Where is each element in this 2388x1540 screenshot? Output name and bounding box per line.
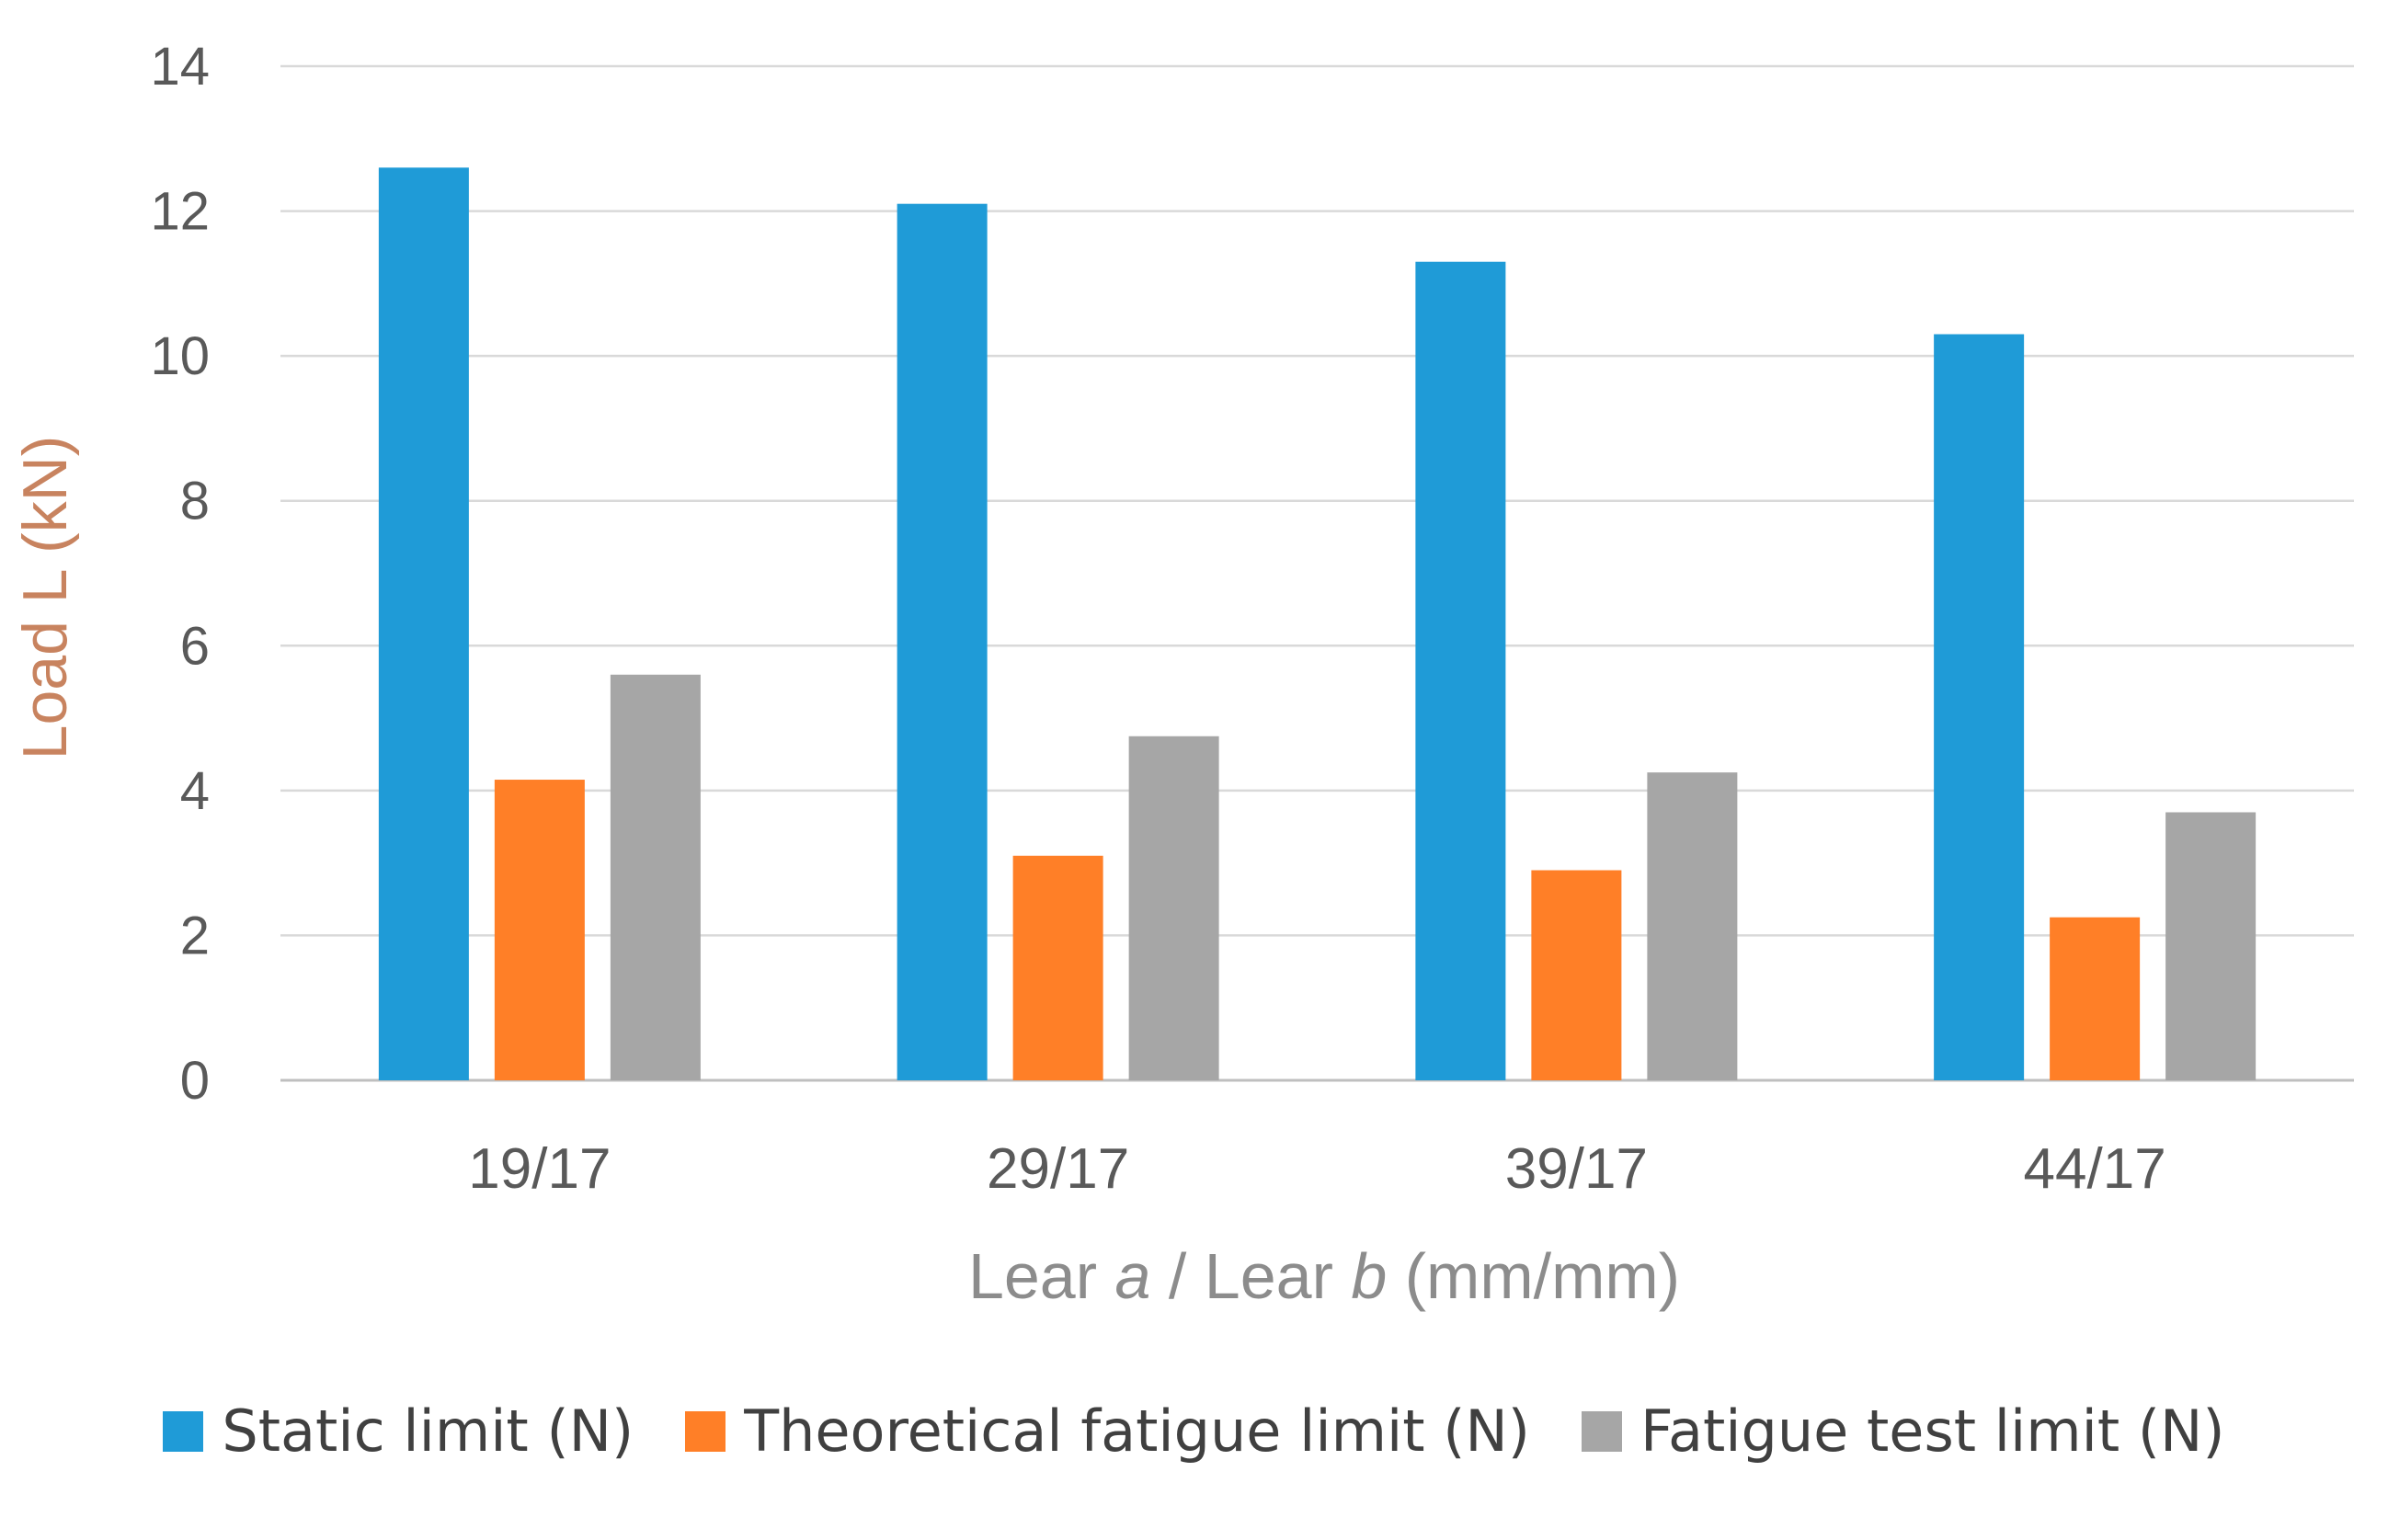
legend-label-static: Static limit (N) <box>222 1397 634 1465</box>
bar-19-17-series-2 <box>610 674 701 1080</box>
legend-item-theoretical: Theoretical fatigue limit (N) <box>685 1397 1530 1465</box>
bar-19-17-series-1 <box>494 780 585 1080</box>
legend-swatch-fatigue-test <box>1582 1410 1622 1452</box>
bar-29-17-series-1 <box>1012 855 1103 1080</box>
gridlines <box>280 64 2354 1082</box>
bar-39-17-series-2 <box>1647 772 1738 1080</box>
bar-44-17-series-0 <box>1934 334 2025 1080</box>
x-axis-title: Lear a / Lear b (mm/mm) <box>968 1240 1680 1312</box>
bar-44-17-series-1 <box>2050 917 2141 1080</box>
x-tick-label-29-17: 29/17 <box>987 1137 1129 1201</box>
legend-item-fatigue-test: Fatigue test limit (N) <box>1582 1397 2225 1465</box>
bar-29-17-series-0 <box>897 203 988 1080</box>
y-axis-ticks: 0 2 4 6 8 10 12 14 <box>150 37 210 1111</box>
y-tick-label-4: 4 <box>180 761 210 821</box>
x-tick-label-19-17: 19/17 <box>468 1137 611 1201</box>
legend-item-static: Static limit (N) <box>163 1397 634 1465</box>
bar-19-17-series-0 <box>378 167 469 1081</box>
x-tick-label-39-17: 39/17 <box>1505 1137 1648 1201</box>
y-axis-title: Load L (kN) <box>10 436 80 760</box>
bar-29-17-series-2 <box>1128 736 1219 1080</box>
bar-44-17-series-2 <box>2165 812 2257 1080</box>
y-tick-label-0: 0 <box>180 1051 210 1111</box>
bar-39-17-series-1 <box>1531 870 1622 1080</box>
legend-label-theoretical: Theoretical fatigue limit (N) <box>744 1397 1530 1465</box>
bar-chart: 0 2 4 6 8 10 12 14 19/17 29/17 39/17 44/17 Load L … <box>10 37 2354 1312</box>
y-tick-label-12: 12 <box>150 182 210 242</box>
y-tick-label-2: 2 <box>180 906 210 965</box>
legend-label-fatigue-test: Fatigue test limit (N) <box>1640 1397 2225 1465</box>
bar-39-17-series-0 <box>1415 261 1506 1080</box>
x-axis-ticks: 19/17 29/17 39/17 44/17 <box>468 1137 2165 1201</box>
y-tick-label-8: 8 <box>180 472 210 531</box>
bars <box>378 167 2257 1081</box>
legend: Static limit (N) Theoretical fatigue lim… <box>0 1397 2388 1465</box>
y-tick-label-14: 14 <box>150 37 210 97</box>
legend-swatch-static <box>163 1410 204 1452</box>
legend-swatch-theoretical <box>685 1410 726 1452</box>
y-tick-label-6: 6 <box>180 616 210 676</box>
x-tick-label-44-17: 44/17 <box>2024 1137 2166 1201</box>
y-tick-label-10: 10 <box>150 326 210 386</box>
